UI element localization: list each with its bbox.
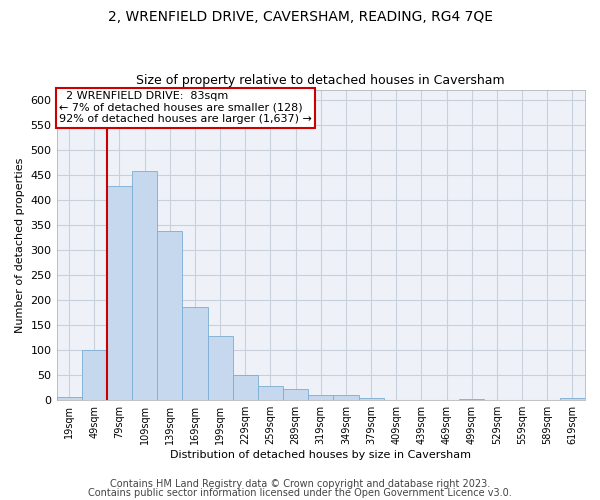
Bar	[182, 307, 208, 400]
Bar	[132, 171, 157, 400]
Text: 2, WRENFIELD DRIVE, CAVERSHAM, READING, RG4 7QE: 2, WRENFIELD DRIVE, CAVERSHAM, READING, …	[107, 10, 493, 24]
Y-axis label: Number of detached properties: Number of detached properties	[15, 157, 25, 332]
X-axis label: Distribution of detached houses by size in Caversham: Distribution of detached houses by size …	[170, 450, 471, 460]
Bar	[560, 398, 585, 400]
Bar	[82, 350, 107, 400]
Bar	[157, 231, 182, 400]
Title: Size of property relative to detached houses in Caversham: Size of property relative to detached ho…	[136, 74, 505, 87]
Text: Contains HM Land Registry data © Crown copyright and database right 2023.: Contains HM Land Registry data © Crown c…	[110, 479, 490, 489]
Bar	[308, 394, 334, 400]
Text: Contains public sector information licensed under the Open Government Licence v3: Contains public sector information licen…	[88, 488, 512, 498]
Bar	[334, 395, 359, 400]
Bar	[258, 386, 283, 400]
Bar	[56, 396, 82, 400]
Bar	[359, 398, 383, 400]
Bar	[283, 389, 308, 400]
Bar	[233, 374, 258, 400]
Text: 2 WRENFIELD DRIVE:  83sqm
← 7% of detached houses are smaller (128)
92% of detac: 2 WRENFIELD DRIVE: 83sqm ← 7% of detache…	[59, 91, 312, 124]
Bar	[459, 398, 484, 400]
Bar	[208, 336, 233, 400]
Bar	[107, 186, 132, 400]
